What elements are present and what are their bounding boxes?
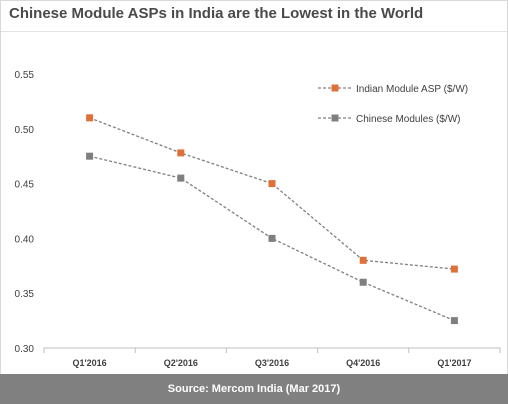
- data-point: [268, 234, 276, 242]
- y-tick-label: 0.30: [15, 344, 35, 355]
- x-tick-label: Q2'2016: [164, 358, 198, 368]
- data-point: [450, 317, 458, 325]
- data-point: [268, 180, 276, 188]
- data-point: [86, 114, 94, 122]
- data-point: [86, 152, 94, 160]
- data-point: [359, 256, 367, 264]
- chart-title: Chinese Module ASPs in India are the Low…: [9, 5, 424, 22]
- y-tick-label: 0.50: [15, 125, 35, 136]
- title-divider: [1, 31, 507, 32]
- legend: Indian Module ASP ($/W) Chinese Modules (…: [318, 84, 468, 125]
- data-point: [177, 149, 185, 157]
- series-group: [86, 114, 458, 325]
- data-point: [177, 174, 185, 182]
- series-line-2: [89, 155, 455, 322]
- y-tick-labels: 0.30 0.35 0.40 0.45 0.50 0.55: [15, 70, 35, 355]
- line-chart: 0.300.350.400.450.500.55 Q1'2016 Q2'2016 Q…: [15, 70, 501, 368]
- series-line-1: [89, 117, 455, 270]
- y-tick-label: 0.45: [15, 180, 35, 191]
- data-point: [450, 265, 458, 273]
- legend-label: Chinese Modules ($/W): [356, 114, 460, 125]
- x-tick-label: Q4'2016: [346, 358, 380, 368]
- x-tick-labels: Q1'2016 Q2'2016 Q3'2016 Q4'2016 Q1'2017: [73, 358, 472, 368]
- legend-marker: [331, 84, 339, 92]
- y-tick-label: 0.55: [15, 70, 35, 81]
- source-footer: Source: Mercom India (Mar 2017): [0, 374, 508, 404]
- data-point: [359, 278, 367, 286]
- legend-label: Indian Module ASP ($/W): [356, 84, 468, 95]
- y-tick-label: 0.35: [15, 289, 35, 300]
- y-tick-label: 0.40: [15, 234, 35, 245]
- x-tick-label: Q3'2016: [255, 358, 289, 368]
- legend-marker: [331, 114, 339, 122]
- x-tick-marks: [43, 348, 501, 353]
- x-tick-label: Q1'2016: [73, 358, 107, 368]
- x-tick-label: Q1'2017: [437, 358, 471, 368]
